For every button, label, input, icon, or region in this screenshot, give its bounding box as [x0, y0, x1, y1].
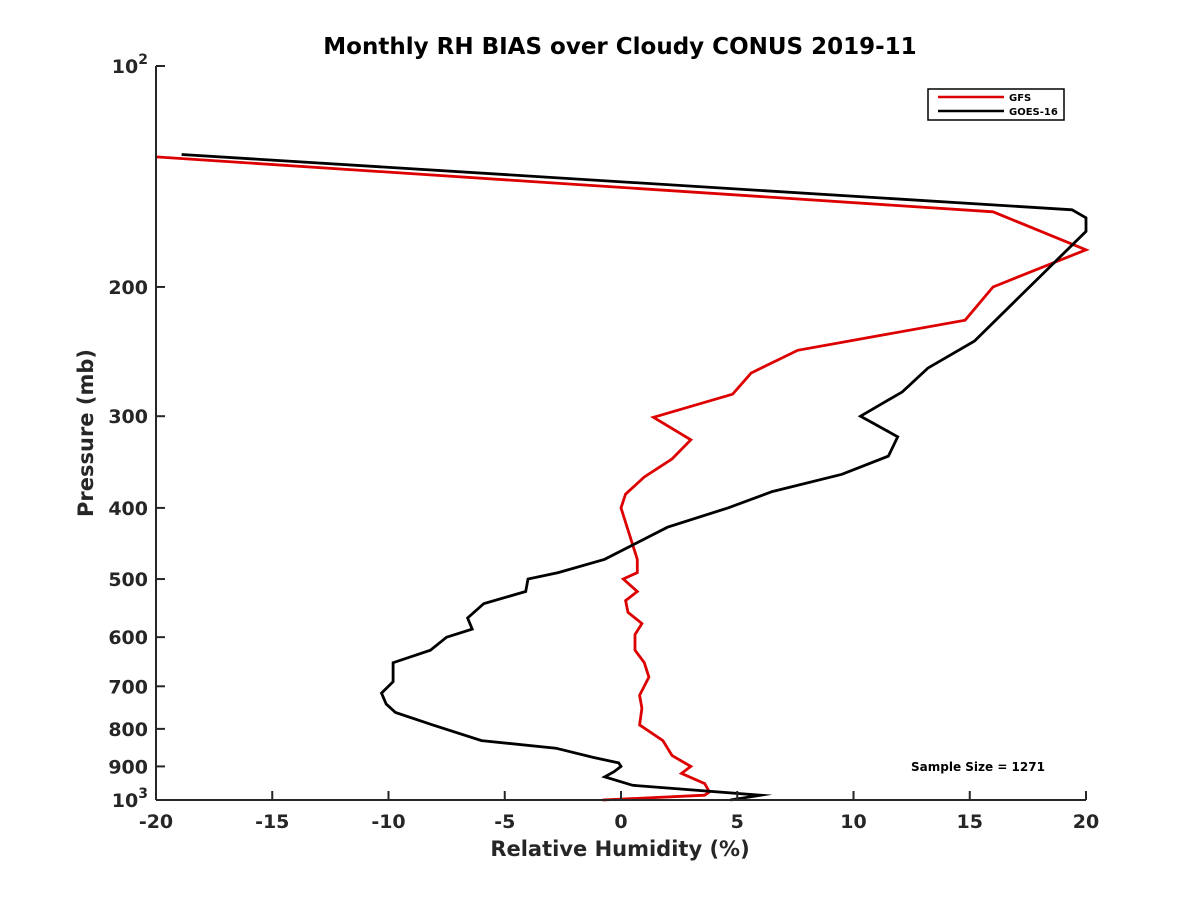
legend-box — [927, 88, 1065, 121]
legend: GFS GOES-16 — [927, 88, 1065, 121]
y-tick-label: 400 — [108, 498, 148, 520]
x-axis-ticks: -20 -15 -10 -5 0 5 10 15 20 — [139, 791, 1099, 833]
x-axis-label: Relative Humidity (%) — [490, 837, 749, 861]
x-tick-label: -10 — [371, 811, 405, 833]
x-tick-label: 20 — [1073, 811, 1099, 833]
plot-area — [155, 153, 1090, 802]
y-tick-label: 800 — [108, 719, 148, 741]
series-line-gfs — [155, 155, 1090, 802]
x-tick-label: 10 — [840, 811, 866, 833]
x-tick-label: 15 — [957, 811, 983, 833]
y-tick-label: 103 — [112, 786, 148, 812]
y-tick-label: 600 — [108, 627, 148, 649]
y-tick-label: 700 — [108, 676, 148, 698]
y-tick-label: 300 — [108, 406, 148, 428]
x-tick-label: 0 — [614, 811, 627, 833]
y-axis-ticks: 102 200 300 400 500 600 700 800 900 103 — [108, 52, 165, 812]
legend-label-goes16: GOES-16 — [1009, 107, 1058, 118]
y-tick-label: 900 — [108, 756, 148, 778]
y-tick-label: 200 — [108, 277, 148, 299]
x-tick-label: -20 — [139, 811, 173, 833]
x-tick-label: -5 — [494, 811, 515, 833]
x-tick-label: -15 — [255, 811, 289, 833]
chart-title: Monthly RH BIAS over Cloudy CONUS 2019-1… — [323, 34, 916, 60]
y-tick-label: 500 — [108, 569, 148, 591]
sample-size-annotation: Sample Size = 1271 — [911, 760, 1045, 774]
series-line-goes16 — [181, 153, 1088, 802]
y-tick-label: 102 — [112, 52, 148, 78]
x-tick-label: 5 — [731, 811, 744, 833]
legend-label-gfs: GFS — [1009, 93, 1031, 104]
y-axis-label: Pressure (mb) — [74, 349, 98, 517]
